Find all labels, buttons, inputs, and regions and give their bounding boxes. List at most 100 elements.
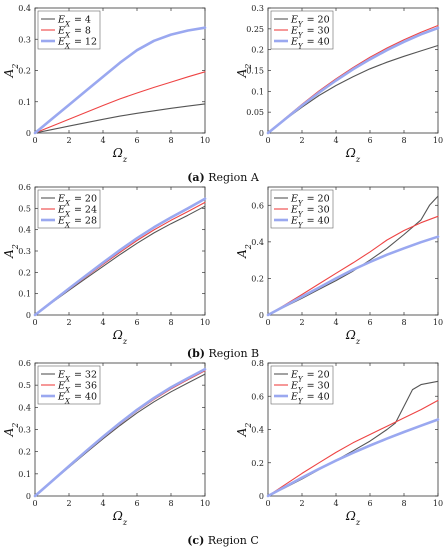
legend-entry: EY = 20 — [290, 15, 330, 29]
y-tick-label: 0 — [259, 492, 264, 501]
caption-region-c: (c) Region C — [187, 534, 259, 547]
y-tick-label: 0.3 — [251, 4, 264, 13]
y-tick-label: 0.6 — [18, 359, 31, 368]
x-axis-label: Ωz — [112, 509, 128, 527]
x-tick-label: 2 — [66, 318, 71, 327]
panel-1: 0 2 4 6 8 10 0 0.1 0.2 0.3 0.4 Ωz A2 EX = 4EX = 8EX =… — [2, 4, 210, 164]
legend: EX = 4EX = 8EX = 12 — [37, 10, 101, 51]
legend-entry: EX = 8 — [57, 26, 91, 40]
x-tick-label: 6 — [134, 136, 139, 145]
x-tick-label: 0 — [32, 499, 37, 508]
x-tick-label: 2 — [299, 499, 304, 508]
y-tick-label: 0.4 — [18, 403, 31, 412]
y-tick-label: 0.1 — [18, 98, 31, 107]
y-tick-label: 0.5 — [18, 204, 31, 213]
y-tick-label: 0 — [26, 311, 31, 320]
y-tick-label: 0.3 — [18, 35, 31, 44]
x-tick-label: 2 — [66, 499, 71, 508]
x-axis-label: Ωz — [112, 328, 128, 346]
x-tick-label: 4 — [333, 318, 338, 327]
x-tick-label: 0 — [32, 136, 37, 145]
y-tick-label: 0.6 — [251, 392, 264, 401]
x-tick-label: 6 — [134, 499, 139, 508]
series-line-3 — [33, 26, 207, 135]
x-tick-label: 6 — [367, 499, 372, 508]
x-tick-label: 8 — [401, 318, 406, 327]
x-tick-label: 0 — [32, 318, 37, 327]
y-tick-label: 0.6 — [18, 183, 31, 192]
legend-entry: EX = 4 — [57, 15, 91, 29]
legend-entry: EY = 30 — [290, 205, 330, 219]
y-axis-label: A2 — [2, 244, 20, 259]
x-tick-label: 4 — [100, 318, 105, 327]
x-tick-label: 8 — [168, 136, 173, 145]
x-tick-label: 0 — [265, 499, 270, 508]
y-tick-label: 0 — [259, 129, 264, 138]
y-tick-label: 0.4 — [251, 426, 264, 435]
series-line-2 — [267, 215, 439, 316]
legend-entry: EY = 40 — [290, 392, 330, 406]
y-tick-label: 0.05 — [246, 108, 264, 117]
legend-entry: EY = 20 — [290, 194, 330, 208]
y-axis-label: A2 — [235, 423, 253, 438]
x-tick-label: 4 — [333, 499, 338, 508]
x-tick-label: 6 — [367, 136, 372, 145]
x-axis-label: Ωz — [345, 328, 361, 346]
y-tick-label: 0 — [26, 129, 31, 138]
y-tick-label: 0.2 — [251, 459, 264, 468]
y-axis-label: A2 — [235, 244, 253, 259]
y-tick-label: 0.8 — [251, 359, 264, 368]
y-tick-label: 0.25 — [246, 25, 264, 34]
legend-entry: EY = 30 — [290, 381, 330, 395]
caption-region-b: (b) Region B — [187, 347, 259, 360]
x-tick-label: 6 — [367, 318, 372, 327]
x-tick-label: 10 — [433, 318, 443, 327]
x-tick-label: 2 — [299, 318, 304, 327]
x-tick-label: 4 — [100, 136, 105, 145]
x-tick-label: 4 — [333, 136, 338, 145]
x-tick-label: 8 — [168, 499, 173, 508]
series-line-2 — [267, 399, 439, 497]
legend-entry: EX = 12 — [57, 37, 97, 51]
y-tick-label: 0.2 — [18, 448, 31, 457]
y-tick-label: 0.4 — [18, 4, 31, 13]
series-line-3 — [33, 197, 207, 317]
y-tick-label: 0.1 — [251, 87, 264, 96]
y-tick-label: 0.2 — [18, 268, 31, 277]
x-tick-label: 10 — [200, 136, 210, 145]
y-tick-label: 0.4 — [18, 226, 31, 235]
x-tick-label: 2 — [66, 136, 71, 145]
x-tick-label: 10 — [200, 499, 210, 508]
y-axis-label: A2 — [2, 423, 20, 438]
legend-entry: EX = 40 — [57, 392, 97, 406]
x-tick-label: 8 — [401, 499, 406, 508]
x-tick-label: 4 — [100, 499, 105, 508]
y-tick-label: 0.3 — [18, 426, 31, 435]
series-line-2 — [34, 71, 206, 134]
y-tick-label: 0.2 — [251, 274, 264, 283]
y-tick-label: 0.1 — [18, 470, 31, 479]
legend-entry: EX = 28 — [57, 216, 97, 230]
series-line-1 — [34, 103, 206, 134]
series-line-3 — [266, 235, 440, 317]
y-tick-label: 0 — [259, 311, 264, 320]
x-axis-label: Ωz — [345, 509, 361, 527]
legend-entry: EY = 40 — [290, 37, 330, 51]
plot-frame — [267, 186, 439, 316]
x-tick-label: 10 — [200, 318, 210, 327]
x-tick-label: 6 — [134, 318, 139, 327]
y-axis-label: A2 — [235, 64, 253, 79]
x-tick-label: 10 — [433, 136, 443, 145]
y-tick-label: 0 — [26, 492, 31, 501]
legend-entry: EX = 24 — [57, 205, 97, 219]
series-line-3 — [33, 367, 207, 498]
y-tick-label: 0.4 — [251, 238, 264, 247]
